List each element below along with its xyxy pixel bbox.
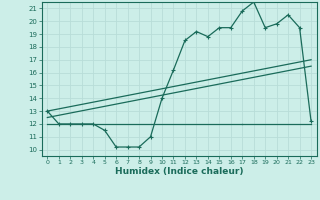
Point [125,145,130,149]
Point [91,122,96,126]
Point [194,30,199,33]
Point [205,35,211,38]
Point [274,22,279,25]
Point [217,26,222,29]
Point [56,122,61,126]
Point [45,109,50,113]
Point [171,68,176,72]
Point [137,145,142,149]
Point [308,120,314,123]
Point [68,122,73,126]
Point [297,26,302,29]
Point [263,26,268,29]
Point [114,145,119,149]
X-axis label: Humidex (Indice chaleur): Humidex (Indice chaleur) [115,167,244,176]
Point [228,26,233,29]
Point [79,122,84,126]
Point [159,97,164,100]
Point [285,13,291,16]
Point [182,39,188,42]
Point [251,0,256,4]
Point [102,129,107,132]
Point [240,9,245,13]
Point [148,135,153,138]
